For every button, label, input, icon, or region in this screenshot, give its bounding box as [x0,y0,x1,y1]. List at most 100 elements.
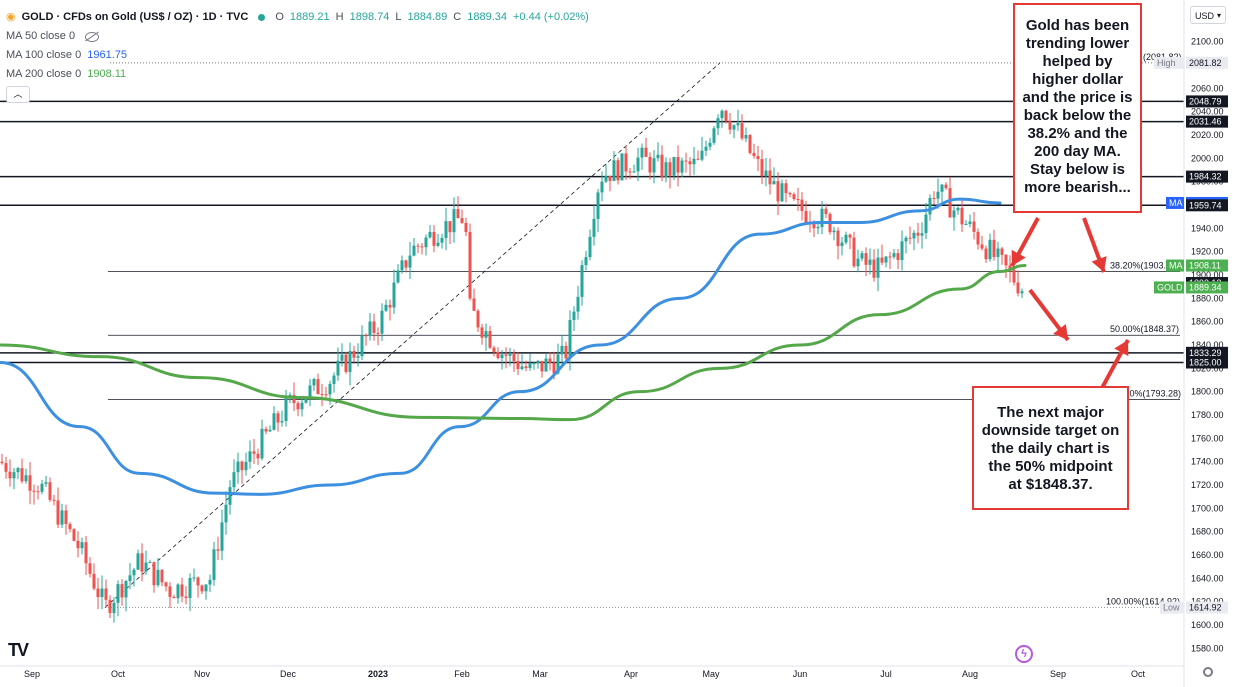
candle-body [428,231,432,238]
candle-body [572,311,576,320]
candle-body [76,540,80,549]
currency-selector[interactable]: USD ▾ [1190,6,1226,24]
candle-body [792,194,796,200]
candle-body [836,230,840,247]
x-tick-label: Sep [1050,669,1066,679]
annotation-callout-bottom: The next major downside target on the da… [972,386,1129,510]
candle-body [512,353,516,361]
candle-body [164,582,168,587]
ma100-label[interactable]: MA 100 close 0 [6,49,82,61]
candle-body [732,125,736,130]
candle-body [800,199,804,211]
price-tag-label: Low [1163,603,1180,613]
horizontal-levels [0,62,1184,364]
candle-body [748,134,752,153]
candle-body [400,260,404,271]
candle-body [952,210,956,218]
candle-body [624,153,628,172]
chart-legend: ◉ GOLD · CFDs on Gold (US$ / OZ) · 1D · … [6,8,589,84]
gear-icon[interactable] [1203,667,1213,677]
candle-body [312,379,316,386]
price-tag-label-bg [1160,601,1184,614]
y-tick-label: 1720.00 [1191,480,1224,490]
candle-body [992,239,996,257]
candle-body [756,155,760,160]
candle-body [516,360,520,370]
candle-body [48,482,52,500]
candle-body [1012,269,1016,283]
candle-body [208,579,212,585]
candle-body [320,394,324,396]
ohlc-open: 1889.21 [289,11,330,23]
price-tag-label-bg [1154,281,1184,294]
candle-body [192,577,196,579]
candle-body [132,569,136,576]
candle-body [472,298,476,311]
candle-body [664,162,668,177]
price-tag-value: 2031.46 [1189,117,1222,127]
candle-body [96,588,100,598]
candle-body [444,221,448,238]
candle-body [404,260,408,268]
collapse-legend-button[interactable]: ︿ [6,86,30,103]
candle-body [520,366,524,370]
candle-body [564,345,568,359]
price-tag [1186,356,1228,369]
candle-body [260,428,264,459]
red-arrowhead [1114,340,1129,357]
ma50-label[interactable]: MA 50 close 0 [6,30,76,42]
candle-body [932,197,936,199]
candle-body [744,134,748,139]
candle-body [124,581,128,598]
candle-body [608,175,612,181]
ma100-line [0,197,1002,496]
candle-body [524,366,528,369]
candle-body [432,231,436,246]
candle-body [452,209,456,233]
candle-body [848,234,852,238]
candle-body [408,255,412,268]
candle-body [580,265,584,297]
price-tag-label-bg [1166,259,1184,272]
ohlc-high-key: H [335,11,344,23]
fib-label: 38.20%(1903. [1110,261,1166,271]
candle-body [188,578,192,598]
candle-body [500,354,504,359]
hidden-eye-icon[interactable] [85,31,100,42]
candle-body [128,575,132,582]
candle-body [348,350,352,372]
x-tick-label: Jul [880,669,892,679]
candle-body [912,232,916,239]
red-arrowhead [1091,256,1107,272]
candle-body [884,256,888,263]
candle-body [356,356,360,358]
candle-body [968,221,972,224]
candle-body [396,270,400,283]
y-tick-label: 1940.00 [1191,223,1224,233]
candle-body [412,245,416,256]
candle-body [540,360,544,372]
candle-body [156,569,160,586]
y-tick-label: 1660.00 [1191,550,1224,560]
price-tag-value: 1889.34 [1189,282,1222,292]
candle-body [56,500,60,525]
candle-body [864,253,868,265]
candle-body [780,183,784,202]
candle-body [480,327,484,338]
candle-body [16,468,20,473]
candle-body [100,588,104,598]
candle-body [484,330,488,338]
price-tag [1186,346,1228,359]
candle-body [632,171,636,173]
price-tag [1186,199,1228,212]
ma200-label[interactable]: MA 200 close 0 [6,68,82,80]
candle-body [116,584,120,603]
candle-body [200,585,204,592]
tradingview-logo[interactable]: TV [8,640,29,660]
candle-body [636,157,640,172]
symbol-title[interactable]: GOLD · CFDs on Gold (US$ / OZ) · 1D · TV… [21,11,249,23]
lightning-icon[interactable]: ϟ [1015,645,1033,663]
candle-body [772,181,776,185]
price-axis: 1580.001600.001620.001640.001660.001680.… [1154,0,1228,687]
candle-body [36,491,40,493]
